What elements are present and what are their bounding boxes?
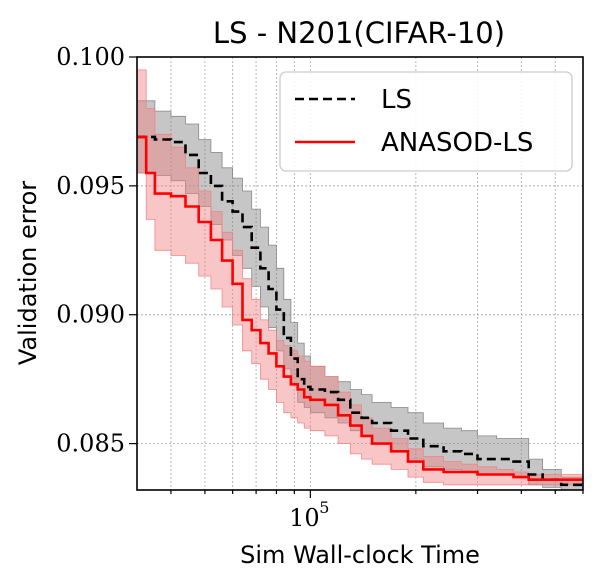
legend: LS ANASOD-LS: [279, 71, 573, 172]
legend-label: LS: [381, 85, 412, 115]
x-tick-label: 10: [289, 504, 320, 532]
plot-frame: [136, 56, 584, 491]
series-line-anasod-ls: [137, 135, 583, 481]
legend-box: [279, 71, 573, 172]
chart-title: LS - N201(CIFAR-10): [213, 16, 505, 50]
series-lines: [137, 135, 583, 487]
y-tick-label: 0.090: [56, 301, 125, 329]
y-tick-label: 0.095: [56, 172, 125, 200]
x-axis-label: Sim Wall-clock Time: [240, 541, 480, 569]
axis-ticks: 0.085 0.090 0.095 0.100 10 5: [56, 43, 584, 532]
y-tick-label: 0.085: [56, 430, 125, 458]
band-anasod-ls: [136, 69, 584, 486]
series-line-ls: [137, 135, 583, 487]
legend-label: ANASOD-LS: [381, 128, 533, 158]
y-tick-label: 0.100: [56, 43, 125, 71]
y-axis-label: Validation error: [14, 181, 42, 365]
x-tick-label-exponent: 5: [319, 498, 329, 517]
